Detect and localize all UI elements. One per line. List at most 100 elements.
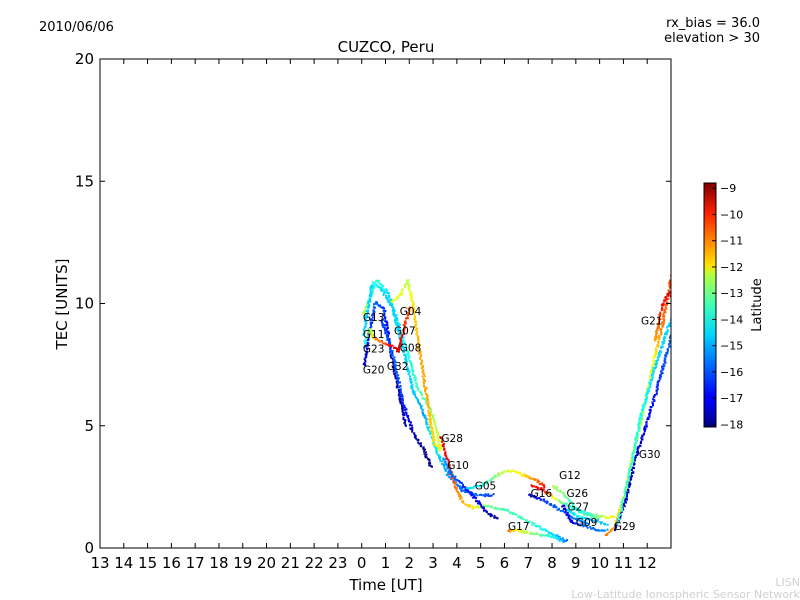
satellite-label: G04 <box>400 306 422 318</box>
data-point <box>368 303 371 306</box>
data-point <box>600 522 602 525</box>
colorbar-label: Latitude <box>750 278 765 332</box>
data-point <box>363 332 366 335</box>
data-point <box>487 495 490 497</box>
data-point <box>566 511 569 514</box>
data-point <box>432 437 435 440</box>
data-point <box>406 367 409 369</box>
data-point <box>641 434 644 437</box>
data-point <box>391 305 394 308</box>
data-point <box>629 467 631 470</box>
data-point <box>626 482 629 485</box>
data-point <box>647 416 649 419</box>
data-point <box>531 533 534 536</box>
data-point <box>561 501 564 504</box>
data-point <box>614 522 617 525</box>
data-point <box>376 301 378 304</box>
data-point <box>545 492 548 495</box>
data-point <box>413 310 416 313</box>
data-point <box>651 373 654 376</box>
data-point <box>657 345 660 347</box>
data-point <box>658 355 661 358</box>
data-point <box>400 391 403 394</box>
data-point <box>649 379 652 381</box>
data-point <box>429 411 432 414</box>
data-point <box>476 494 479 497</box>
data-point <box>384 310 387 312</box>
data-point <box>663 337 665 340</box>
data-point <box>417 339 420 342</box>
satellite-label: G30 <box>639 449 661 461</box>
data-point <box>419 363 422 366</box>
y-axis: 0 5 10 15 20 <box>75 50 671 557</box>
data-point <box>664 358 667 361</box>
data-point <box>577 515 580 517</box>
data-point <box>417 389 420 392</box>
data-point <box>628 481 631 483</box>
data-point <box>481 484 484 487</box>
data-point <box>399 402 402 405</box>
data-point <box>642 406 645 409</box>
data-point <box>668 339 671 342</box>
data-point <box>442 458 445 461</box>
satellite-label: G21 <box>641 316 663 328</box>
data-point <box>439 459 442 462</box>
satellite-label: G28 <box>441 433 463 445</box>
data-point <box>410 362 413 365</box>
data-point <box>503 470 506 473</box>
data-point <box>669 286 671 289</box>
data-point <box>657 321 660 324</box>
data-point <box>574 506 577 509</box>
data-point <box>424 390 427 393</box>
colorbar-tick-label: −17 <box>720 392 743 405</box>
data-point <box>441 438 444 441</box>
data-point <box>475 500 477 503</box>
data-point <box>578 509 581 512</box>
data-point <box>449 476 452 479</box>
data-point <box>423 375 426 378</box>
data-point <box>603 522 606 525</box>
data-point <box>401 409 404 412</box>
data-point <box>494 506 497 509</box>
data-point <box>368 328 371 330</box>
data-point <box>602 529 605 532</box>
data-point <box>371 316 374 319</box>
data-point <box>414 379 417 382</box>
data-point <box>367 330 370 333</box>
date-label: 2010/06/06 <box>39 20 114 35</box>
data-point <box>594 529 597 531</box>
data-point <box>515 513 518 516</box>
data-point <box>654 366 657 369</box>
data-point <box>396 317 399 320</box>
data-point <box>659 318 662 321</box>
data-point <box>645 398 648 400</box>
data-point <box>606 528 609 531</box>
data-point <box>370 294 373 297</box>
data-point <box>665 307 668 310</box>
y-tick-label: 20 <box>75 50 94 68</box>
data-point <box>650 370 653 373</box>
data-point <box>664 296 667 299</box>
data-point <box>635 431 638 434</box>
data-point <box>367 305 370 308</box>
data-point <box>658 336 661 339</box>
data-point <box>522 518 525 520</box>
x-tick-label: 18 <box>209 554 228 572</box>
data-point <box>627 479 630 482</box>
data-point <box>637 450 639 453</box>
data-point <box>668 291 671 294</box>
data-point <box>405 408 408 411</box>
data-point <box>641 418 644 421</box>
data-point <box>634 441 637 443</box>
data-point <box>629 477 632 480</box>
data-point <box>422 373 425 376</box>
data-point <box>655 333 657 336</box>
data-point <box>382 326 385 329</box>
data-point <box>377 304 380 307</box>
data-point <box>669 341 671 344</box>
data-point <box>415 397 418 400</box>
data-point <box>465 491 468 493</box>
data-point <box>558 508 561 511</box>
data-point <box>470 487 473 489</box>
data-point <box>564 509 567 512</box>
